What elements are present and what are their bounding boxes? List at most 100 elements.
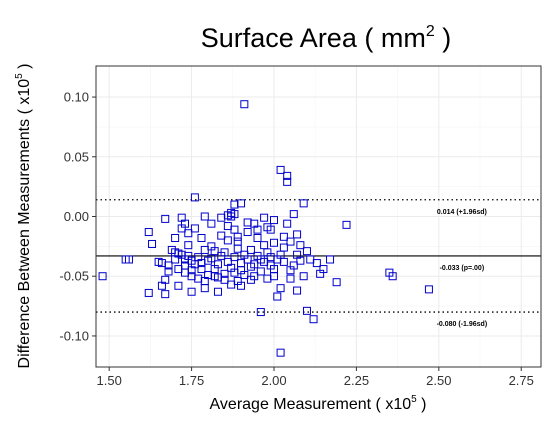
plot-area: 0.014 (+1.96sd) -0.033 (p=.00) -0.080 (-1.… <box>95 65 542 368</box>
major-grid <box>96 66 541 367</box>
data-point <box>197 234 206 242</box>
data-point <box>161 214 170 223</box>
data-point <box>319 265 328 274</box>
y-tick-label: 0.05 <box>64 149 89 164</box>
reference-annotations: 0.014 (+1.96sd) -0.033 (p=.00) -0.080 (-1.… <box>437 209 488 328</box>
data-point <box>289 261 298 270</box>
data-point <box>124 255 133 264</box>
data-point <box>326 255 335 264</box>
reference-lines <box>96 199 541 313</box>
y-axis-title: Difference Between Measurements ( x105 ) <box>14 64 33 369</box>
y-axis-ticks: -0.10 -0.05 0.00 0.05 0.10 <box>59 90 96 343</box>
data-point <box>187 287 196 296</box>
y-tick-label: -0.05 <box>59 269 89 284</box>
data-point <box>190 193 199 202</box>
data-point <box>144 228 153 237</box>
data-point <box>276 165 285 174</box>
chart-title: Surface Area ( mm2 ) <box>201 23 451 53</box>
data-point <box>289 210 298 219</box>
reference-line-label: 0.014 (+1.96sd) <box>437 209 487 216</box>
data-point <box>286 237 295 246</box>
reference-line-label: -0.033 (p=.00) <box>440 265 485 272</box>
data-point <box>210 247 219 256</box>
x-tick-label: 2.25 <box>344 373 369 388</box>
data-point <box>296 256 305 265</box>
data-point <box>230 253 239 262</box>
reference-line-label: -0.080 (-1.96sd) <box>437 321 488 328</box>
data-point <box>98 272 107 281</box>
data-point <box>309 315 318 324</box>
data-point <box>273 292 282 301</box>
data-point <box>293 286 302 295</box>
data-point <box>276 348 285 357</box>
data-point <box>256 267 265 276</box>
data-point <box>299 272 308 281</box>
data-point <box>312 259 321 268</box>
data-point <box>184 229 193 238</box>
x-tick-label: 1.50 <box>97 373 122 388</box>
data-point <box>424 285 433 294</box>
data-point <box>240 100 249 109</box>
data-point <box>253 225 262 234</box>
data-point <box>161 290 170 299</box>
data-point <box>296 241 305 250</box>
data-point <box>283 177 292 186</box>
data-point <box>237 199 246 208</box>
data-point <box>286 274 295 283</box>
data-point <box>246 245 255 254</box>
data-point <box>144 288 153 297</box>
data-point <box>276 284 285 293</box>
data-point <box>388 272 397 281</box>
data-point <box>253 234 262 242</box>
data-point <box>237 281 246 290</box>
data-point <box>213 260 222 269</box>
data-point <box>217 231 226 240</box>
data-points <box>98 100 433 357</box>
data-point <box>342 220 351 229</box>
y-tick-label: 0.10 <box>64 90 89 105</box>
data-point <box>302 306 311 315</box>
data-point <box>256 308 265 317</box>
data-point <box>293 230 302 239</box>
data-point <box>148 239 157 248</box>
data-point <box>279 243 288 252</box>
data-point <box>230 210 239 219</box>
data-point <box>197 265 206 274</box>
data-point <box>233 232 242 241</box>
data-point <box>190 224 199 233</box>
data-point <box>207 219 216 228</box>
y-tick-label: 0.00 <box>64 209 89 224</box>
x-tick-label: 2.50 <box>426 373 451 388</box>
data-point <box>279 257 288 266</box>
data-point <box>283 171 292 180</box>
data-point <box>332 278 341 287</box>
data-point <box>302 247 311 256</box>
data-point <box>181 219 189 228</box>
data-point <box>279 232 288 241</box>
data-point <box>164 267 173 276</box>
data-point <box>270 238 278 247</box>
x-tick-label: 2.00 <box>261 373 286 388</box>
data-point <box>161 275 170 284</box>
data-point <box>270 216 278 225</box>
data-point <box>243 228 252 237</box>
data-point <box>223 236 232 245</box>
x-tick-label: 2.75 <box>509 373 534 388</box>
data-point <box>260 213 269 222</box>
data-point <box>171 234 180 242</box>
data-point <box>283 219 292 228</box>
data-point <box>299 199 308 208</box>
data-point <box>200 284 209 293</box>
data-point <box>220 248 229 257</box>
data-point <box>164 261 173 270</box>
data-point <box>174 281 183 290</box>
y-tick-label: -0.10 <box>59 328 89 343</box>
x-tick-label: 1.75 <box>179 373 204 388</box>
data-point <box>233 237 242 246</box>
data-point <box>220 269 229 278</box>
data-point <box>213 287 222 296</box>
data-point <box>184 241 193 250</box>
data-point <box>250 272 259 281</box>
data-point <box>250 260 259 269</box>
